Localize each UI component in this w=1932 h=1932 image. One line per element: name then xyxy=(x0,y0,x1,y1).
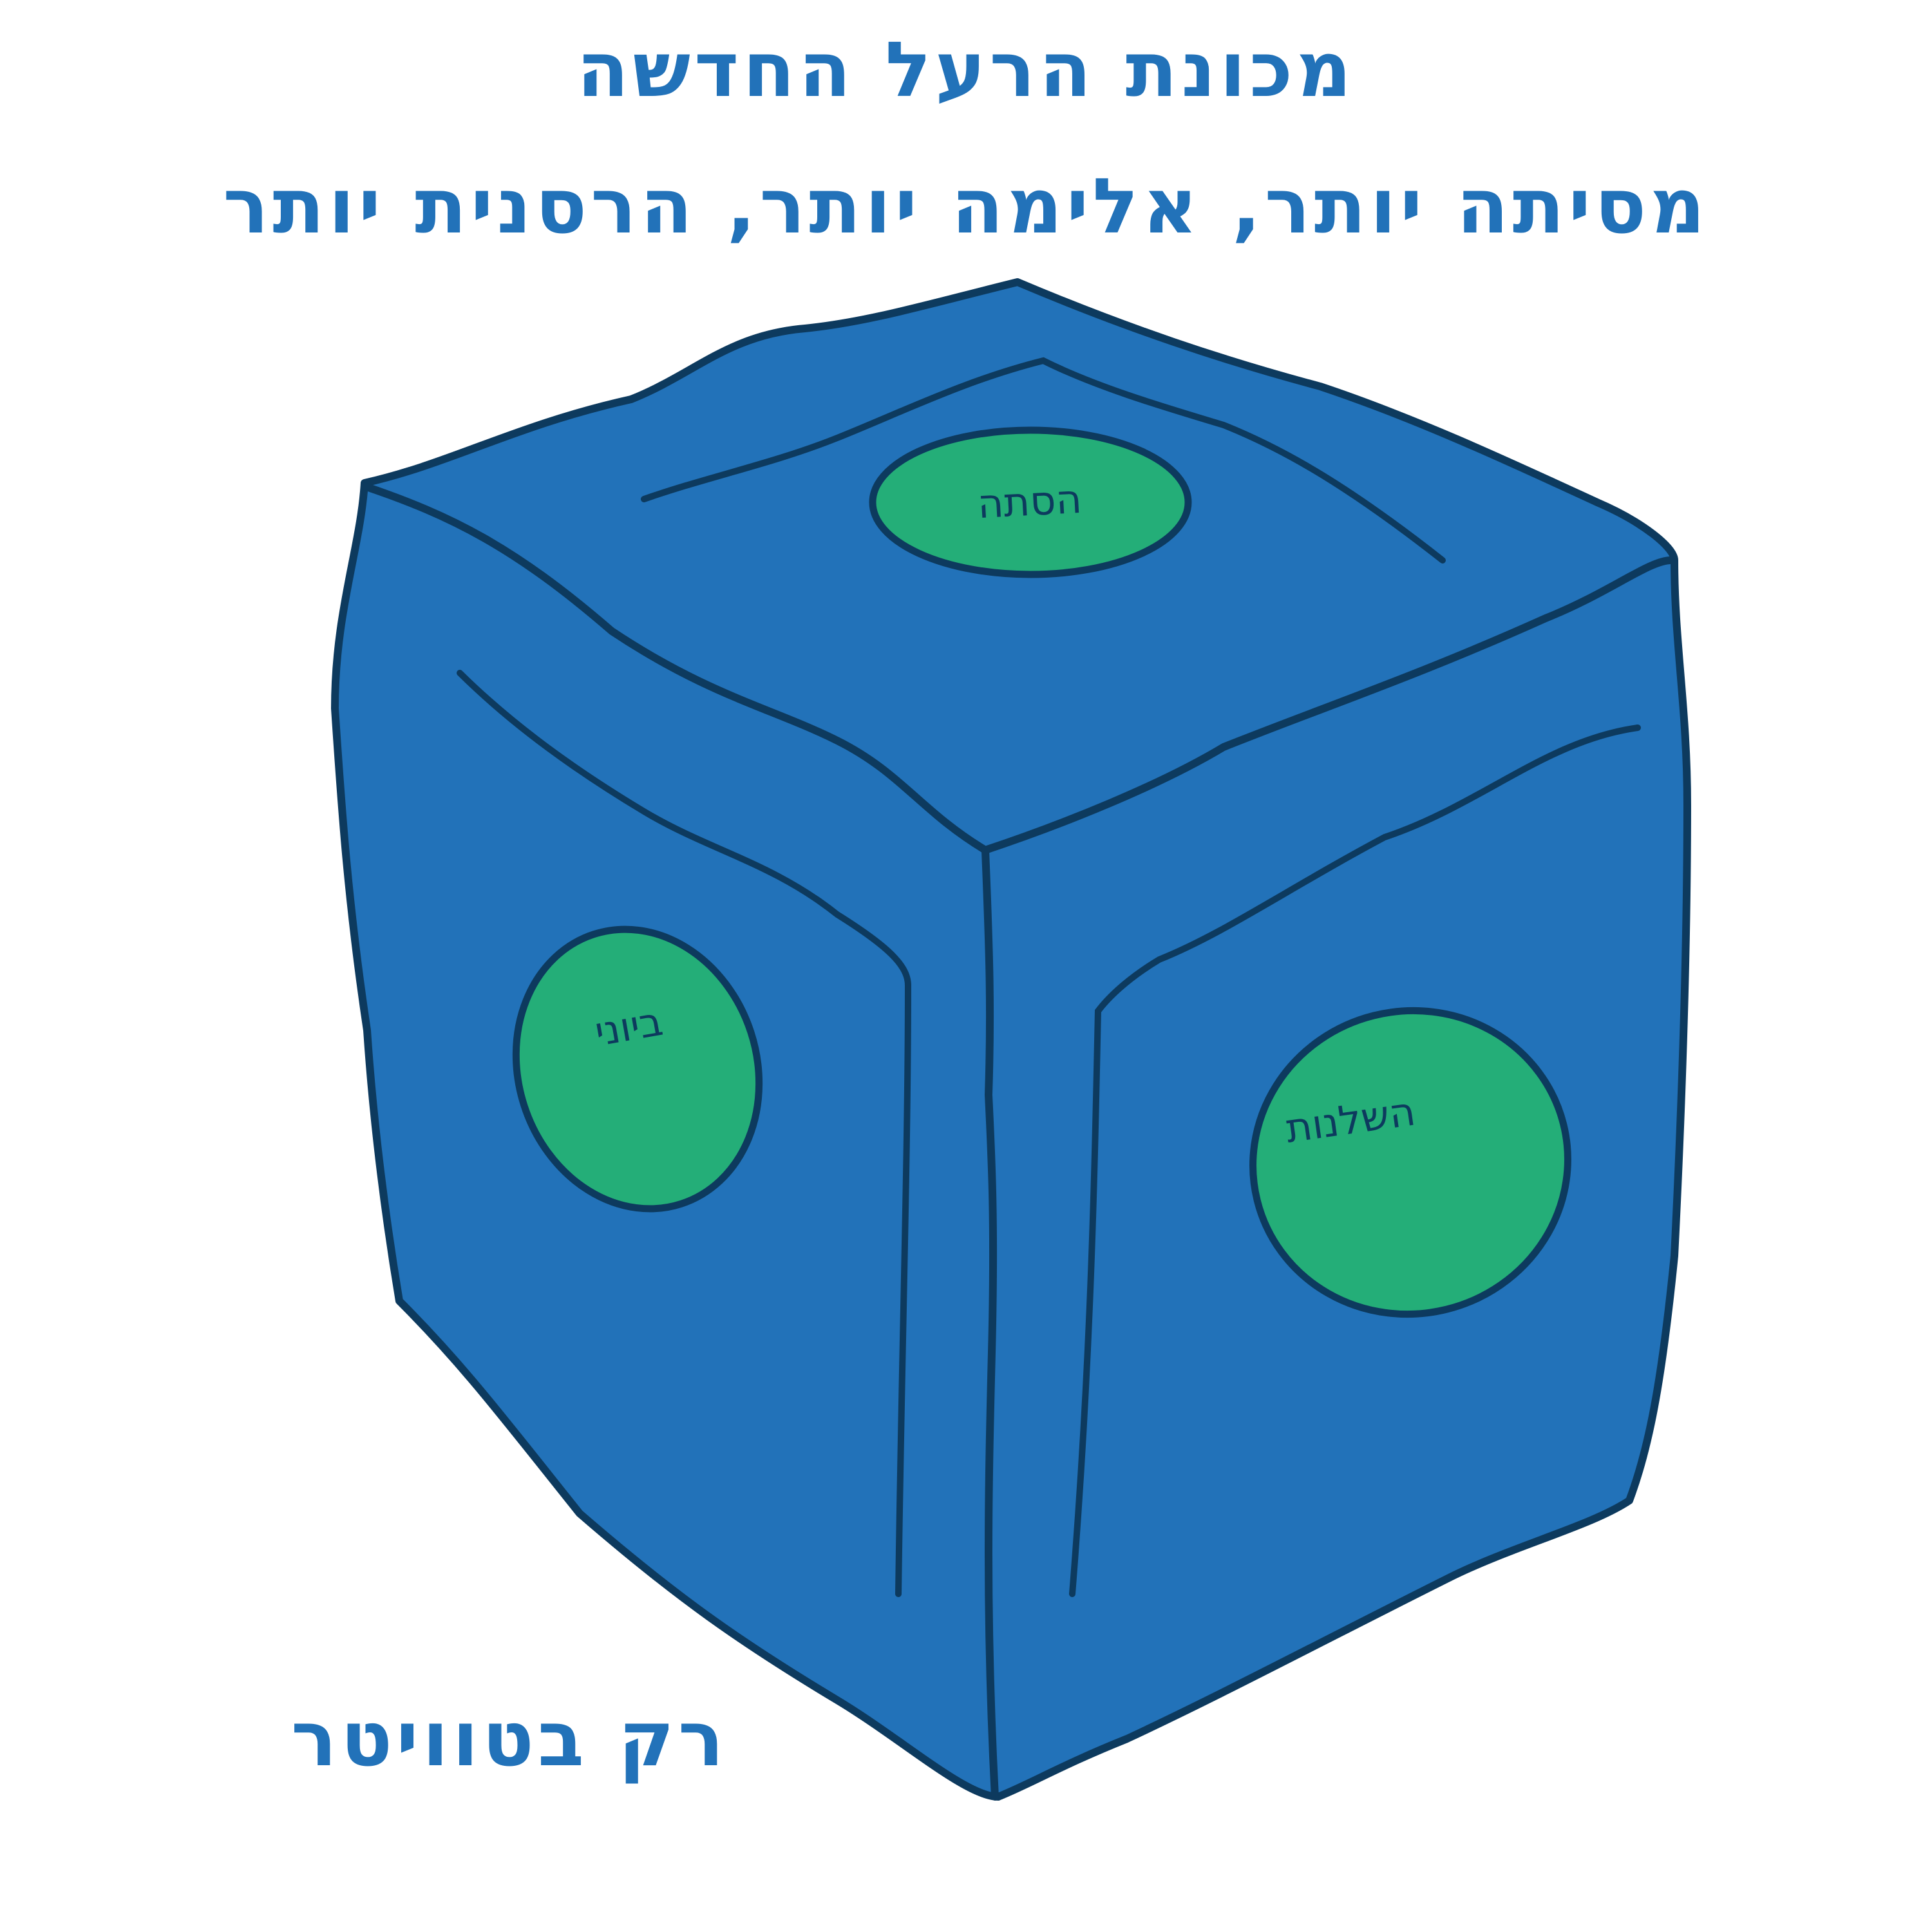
left-button[interactable] xyxy=(480,898,795,1241)
headline-line-1: מכונת הרעל החדשה xyxy=(576,25,1356,114)
cube-right-inner-line xyxy=(1069,724,1641,1597)
cube-edge-top-right xyxy=(981,556,1675,854)
right-button[interactable] xyxy=(1220,978,1600,1348)
left-button-label: ביוני xyxy=(591,998,666,1056)
cube-left-inner-line xyxy=(457,670,912,1597)
top-button[interactable] xyxy=(869,426,1192,578)
tagline: רק בטוויטר xyxy=(290,1694,728,1783)
cube-body xyxy=(331,278,1691,1801)
cube-edge-top-left xyxy=(361,482,989,854)
headline-line-2: מסיתה יותר, אלימה יותר, הרסנית יותר xyxy=(223,162,1709,251)
top-button-label: הסתה xyxy=(976,475,1083,527)
cube-top-inner-line xyxy=(641,357,1446,564)
cube-edge-vertical xyxy=(981,846,999,1801)
